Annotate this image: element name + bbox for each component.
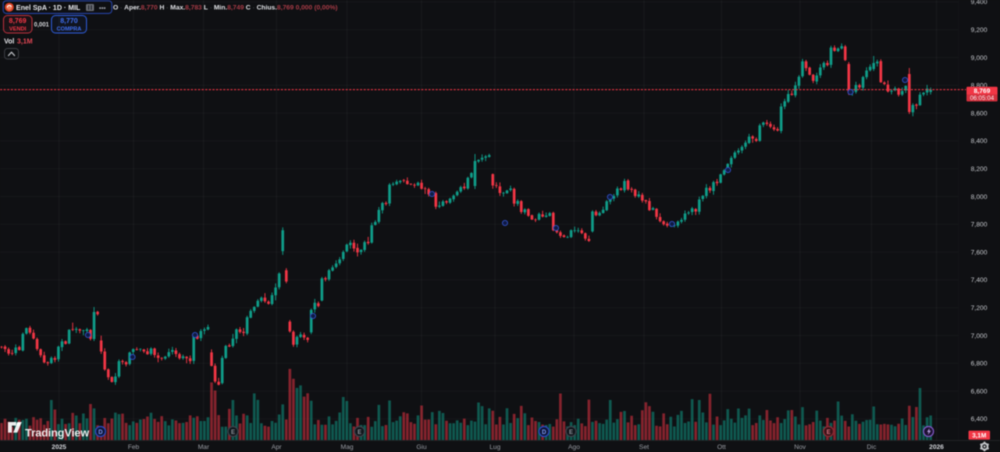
svg-text:6,800: 6,800 [971,361,988,368]
svg-text:8,769: 8,769 [9,18,27,25]
svg-text:E: E [826,430,830,436]
svg-text:Apr: Apr [271,444,282,451]
svg-text:3,1M: 3,1M [972,432,986,439]
svg-text:D: D [542,430,547,436]
svg-text:2026: 2026 [929,444,944,451]
svg-text:2025: 2025 [52,444,67,451]
svg-text:Vol: Vol [4,39,14,46]
svg-text:9,400: 9,400 [971,0,988,6]
svg-text:6,600: 6,600 [971,388,988,395]
svg-text:E: E [569,430,573,436]
svg-text:TradingView: TradingView [25,428,89,440]
svg-text:8,769: 8,769 [974,88,991,95]
svg-text:Mag: Mag [341,444,354,451]
svg-text:E: E [231,430,235,436]
svg-text:VENDI: VENDI [9,27,27,33]
svg-text:8,000: 8,000 [971,194,988,201]
svg-text:9,200: 9,200 [971,27,988,34]
svg-text:O · Aper.8,770 H · Max.8,783 L: O · Aper.8,770 H · Max.8,783 L · Min.8,7… [113,5,338,12]
svg-text:Lug: Lug [489,444,500,451]
svg-text:Ott: Ott [717,444,726,451]
svg-text:8,400: 8,400 [971,138,988,145]
svg-text:Feb: Feb [128,444,140,451]
svg-text:7,800: 7,800 [971,222,988,229]
svg-text:E: E [357,430,361,436]
svg-text:6,400: 6,400 [971,416,988,423]
svg-text:Ago: Ago [568,444,580,451]
svg-text:8,770: 8,770 [60,18,78,25]
svg-text:7,600: 7,600 [971,249,988,256]
svg-text:0,001: 0,001 [34,23,50,29]
svg-text:•••: ••• [99,5,107,12]
svg-text:Giu: Giu [416,444,427,451]
svg-text:Dic: Dic [867,444,877,451]
svg-text:COMPRA: COMPRA [57,27,82,33]
svg-text:7,000: 7,000 [971,333,988,340]
svg-text:8,800: 8,800 [971,83,988,90]
svg-text:06:05:04: 06:05:04 [970,95,995,102]
svg-text:8,200: 8,200 [971,166,988,173]
svg-text:7,200: 7,200 [971,305,988,312]
svg-text:Nov: Nov [794,444,806,451]
svg-text:3,1M: 3,1M [17,39,33,46]
svg-text:Set: Set [639,444,649,451]
svg-text:Enel SpA · 1D · MIL: Enel SpA · 1D · MIL [16,5,81,12]
svg-text:7,400: 7,400 [971,277,988,284]
svg-text:D: D [98,430,103,436]
svg-text:8,600: 8,600 [971,110,988,117]
svg-text:9,000: 9,000 [971,55,988,62]
svg-text:Mar: Mar [198,444,210,451]
